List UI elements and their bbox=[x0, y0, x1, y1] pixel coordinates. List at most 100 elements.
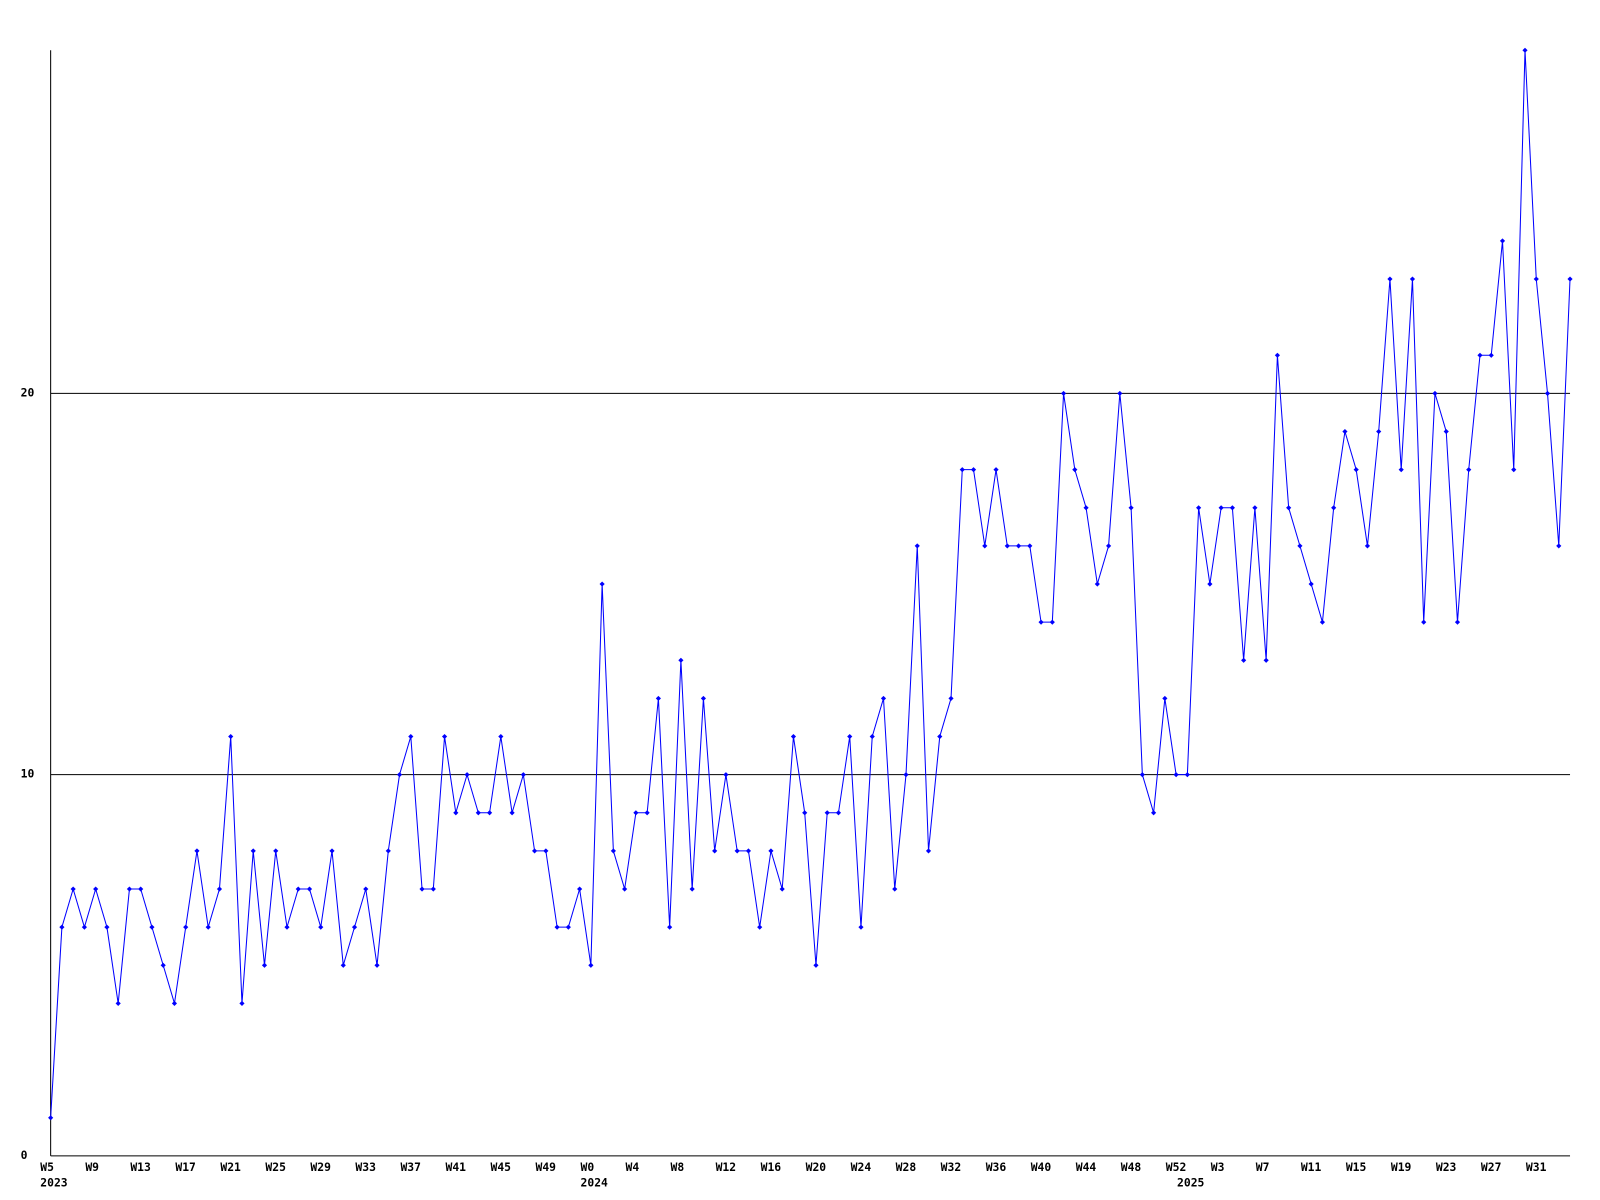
data-point bbox=[1286, 505, 1292, 511]
data-point bbox=[228, 733, 234, 740]
data-point bbox=[1443, 428, 1449, 435]
data-point bbox=[1196, 505, 1202, 511]
data-point bbox=[543, 848, 549, 854]
data-point bbox=[577, 886, 583, 892]
data-point bbox=[306, 886, 313, 892]
data-point bbox=[1106, 543, 1112, 549]
data-point bbox=[622, 886, 628, 892]
data-point bbox=[1511, 467, 1517, 473]
x-tick-label: W29 bbox=[310, 1160, 331, 1174]
data-point bbox=[813, 962, 819, 968]
data-point bbox=[802, 810, 808, 816]
x-tick-label: W52 bbox=[1166, 1160, 1187, 1174]
data-point bbox=[1229, 505, 1235, 511]
data-point bbox=[374, 962, 380, 968]
data-point bbox=[914, 543, 920, 549]
data-point bbox=[363, 886, 369, 892]
data-point bbox=[734, 848, 740, 854]
data-point bbox=[1353, 467, 1359, 473]
year-label: 2023 bbox=[40, 1176, 68, 1190]
data-point bbox=[194, 848, 200, 854]
x-tick-label: W3 bbox=[1211, 1160, 1225, 1174]
data-point bbox=[982, 543, 988, 549]
data-point bbox=[1252, 505, 1258, 511]
data-point bbox=[993, 467, 999, 473]
data-point bbox=[712, 848, 718, 854]
data-point bbox=[81, 924, 87, 930]
data-point bbox=[453, 810, 459, 816]
data-point bbox=[678, 657, 684, 663]
x-tick-label: W41 bbox=[445, 1160, 466, 1174]
x-tick-label: W19 bbox=[1391, 1160, 1412, 1174]
data-point bbox=[1387, 276, 1393, 282]
data-point bbox=[48, 1115, 54, 1121]
data-point bbox=[1364, 543, 1371, 549]
data-point bbox=[284, 924, 290, 930]
x-tick-label: W45 bbox=[490, 1160, 511, 1174]
data-point bbox=[126, 886, 133, 892]
data-point bbox=[700, 695, 707, 701]
data-point bbox=[1139, 772, 1145, 778]
data-point bbox=[1015, 543, 1022, 549]
x-tick-label: W15 bbox=[1346, 1160, 1367, 1174]
data-point bbox=[858, 924, 864, 930]
data-point bbox=[1466, 467, 1472, 473]
data-point bbox=[1319, 619, 1326, 625]
line bbox=[50, 50, 1571, 1118]
year-label: 2025 bbox=[1177, 1176, 1205, 1190]
data-point bbox=[1241, 657, 1247, 663]
data-point bbox=[295, 886, 301, 892]
data-point bbox=[824, 810, 830, 816]
data-point bbox=[396, 772, 403, 778]
data-point bbox=[847, 733, 853, 740]
x-tick-label: W0 bbox=[581, 1160, 595, 1174]
data-point bbox=[498, 733, 504, 740]
data-point bbox=[486, 810, 493, 816]
x-tick-label: W37 bbox=[400, 1160, 421, 1174]
data-point bbox=[892, 886, 898, 892]
data-point bbox=[1556, 543, 1562, 549]
data-point bbox=[937, 733, 943, 740]
data-point bbox=[1060, 390, 1067, 396]
data-point bbox=[1567, 276, 1573, 282]
data-point bbox=[464, 772, 470, 778]
data-point bbox=[340, 962, 346, 968]
x-tick-label: W48 bbox=[1121, 1160, 1142, 1174]
data-point bbox=[869, 733, 875, 740]
x-tick-label: W27 bbox=[1481, 1160, 1502, 1174]
x-tick-label: W40 bbox=[1031, 1160, 1052, 1174]
data-point bbox=[835, 810, 842, 816]
data-point bbox=[1432, 390, 1438, 396]
x-tick-label: W25 bbox=[265, 1160, 286, 1174]
data-point bbox=[667, 924, 673, 930]
data-point bbox=[1331, 505, 1337, 511]
data-point bbox=[655, 695, 661, 701]
data-point bbox=[1342, 428, 1348, 435]
data-point bbox=[1162, 695, 1168, 701]
data-point bbox=[441, 733, 448, 740]
data-point bbox=[171, 1000, 178, 1006]
data-point bbox=[1263, 657, 1269, 663]
y-tick-label: 20 bbox=[21, 385, 35, 399]
data-point bbox=[925, 848, 932, 854]
data-point bbox=[318, 924, 324, 930]
x-tick-label: W9 bbox=[85, 1160, 99, 1174]
x-tick-label: W36 bbox=[986, 1160, 1007, 1174]
data-point bbox=[903, 772, 909, 778]
data-point bbox=[138, 886, 144, 892]
data-point bbox=[385, 848, 391, 854]
data-point bbox=[1151, 810, 1157, 816]
data-point bbox=[959, 467, 965, 473]
data-point bbox=[93, 886, 99, 892]
data-point bbox=[261, 962, 268, 968]
data-point bbox=[779, 886, 785, 892]
x-tick-label: W20 bbox=[806, 1160, 827, 1174]
data-point bbox=[329, 848, 335, 854]
data-point bbox=[1218, 505, 1224, 511]
data-point bbox=[351, 924, 358, 930]
data-point bbox=[1477, 352, 1483, 358]
data-point bbox=[1117, 390, 1123, 396]
year-label: 2024 bbox=[581, 1176, 609, 1190]
data-point bbox=[1522, 47, 1528, 53]
data-point bbox=[430, 886, 436, 892]
